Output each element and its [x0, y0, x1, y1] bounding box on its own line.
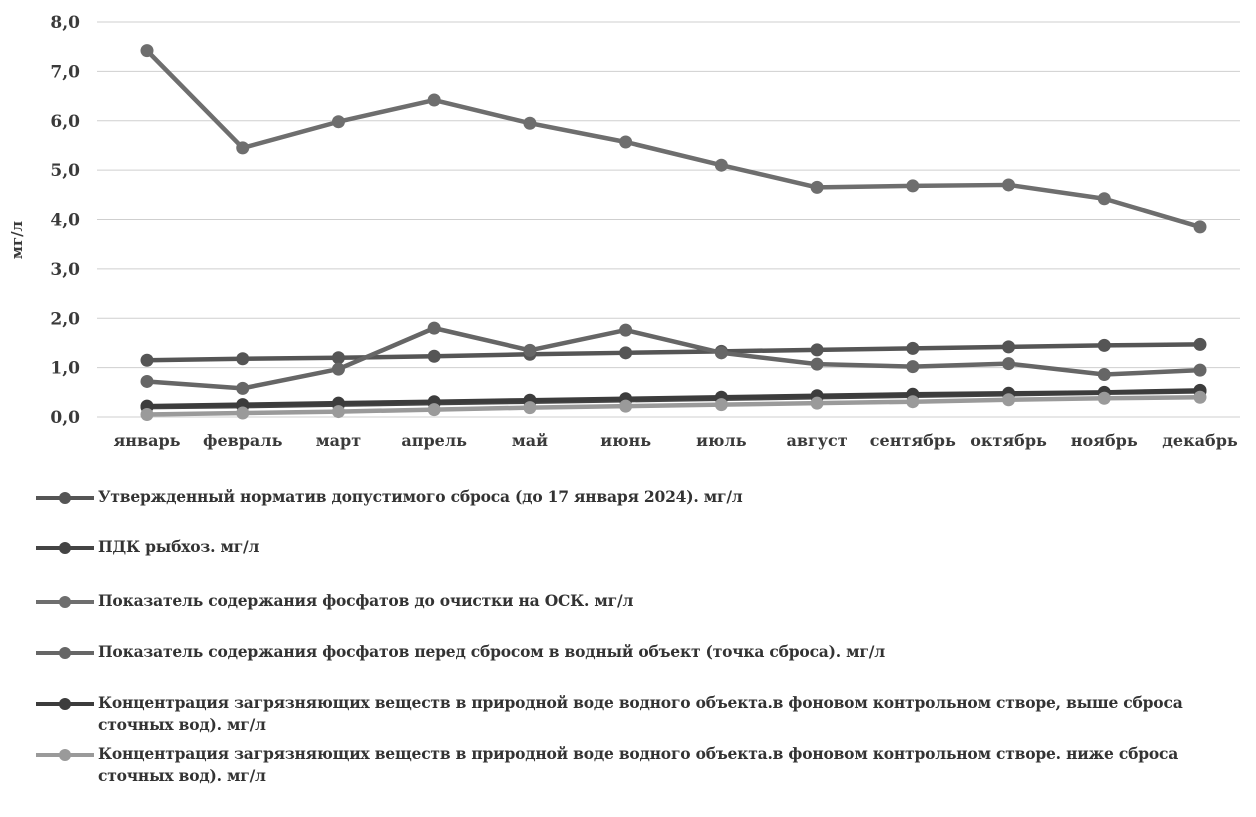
data-point-s3-10	[1097, 368, 1111, 382]
data-point-s5-1	[236, 406, 250, 420]
x-tick-label: октябрь	[970, 431, 1047, 450]
y-tick-label: 1,0	[50, 359, 80, 379]
x-tick-label: май	[512, 431, 548, 450]
y-tick-label: 8,0	[50, 13, 80, 33]
data-point-s2-0	[140, 44, 154, 58]
series-line-5	[144, 395, 1203, 417]
data-point-s2-5	[619, 135, 633, 149]
line-chart: 0,0 1,0 2,0 3,0 4,0 5,0 6,0 7,0 8,0 мг/л январь фев…	[8, 13, 1240, 450]
series-line-0	[144, 342, 1203, 363]
data-point-s3-4	[523, 343, 537, 357]
legend-item: Показатель содержания фосфатов перед сбр…	[32, 641, 1252, 665]
data-point-s2-10	[1097, 192, 1111, 206]
data-point-s5-6	[714, 398, 728, 412]
data-point-s0-7	[810, 343, 824, 357]
data-point-s0-5	[619, 346, 633, 360]
data-point-s2-4	[523, 116, 537, 130]
legend-item: Утвержденный норматив допустимого сброса…	[32, 486, 1252, 510]
x-tick-label: февраль	[203, 431, 283, 450]
legend-swatch-marker	[59, 647, 71, 659]
data-point-s3-3	[427, 321, 441, 335]
data-point-s5-9	[1002, 393, 1016, 407]
data-point-s0-2	[331, 351, 345, 365]
legend-swatch-marker	[59, 698, 71, 710]
data-point-s2-8	[906, 179, 920, 193]
y-tick-label: 5,0	[50, 161, 80, 181]
data-point-s3-8	[906, 360, 920, 374]
x-tick-label: декабрь	[1162, 431, 1238, 450]
data-point-s3-1	[236, 381, 250, 395]
data-point-s2-9	[1002, 178, 1016, 192]
legend-swatch	[36, 492, 94, 504]
series-line-2	[144, 48, 1203, 230]
legend-item: Показатель содержания фосфатов до очистк…	[32, 590, 1252, 614]
y-tick-label: 3,0	[50, 260, 80, 280]
data-point-s0-3	[427, 349, 441, 363]
data-point-s0-10	[1097, 338, 1111, 352]
legend-swatch-marker	[59, 596, 71, 608]
legend-label: Показатель содержания фосфатов до очистк…	[98, 591, 634, 610]
legend-label: Показатель содержания фосфатов перед сбр…	[98, 642, 885, 661]
x-tick-label: июнь	[600, 431, 651, 450]
y-tick-label: 2,0	[50, 309, 80, 329]
legend-swatch-marker	[59, 749, 71, 761]
data-point-s3-11	[1193, 363, 1207, 377]
data-point-s3-6	[714, 346, 728, 360]
legend-swatch-marker	[59, 542, 71, 554]
legend-label: Концентрация загрязняющих веществ в прир…	[98, 693, 1183, 734]
y-tick-label: 0,0	[50, 408, 80, 428]
data-point-s2-11	[1193, 220, 1207, 234]
data-point-s3-9	[1002, 357, 1016, 371]
series-line-4	[144, 388, 1203, 409]
x-tick-label: март	[316, 431, 361, 450]
data-point-s3-7	[810, 357, 824, 371]
data-point-s3-5	[619, 323, 633, 337]
data-point-s5-5	[619, 399, 633, 413]
data-point-s2-1	[236, 141, 250, 155]
data-point-s0-0	[140, 353, 154, 367]
x-tick-label: июль	[696, 431, 747, 450]
x-tick-label: январь	[113, 431, 180, 450]
data-point-s0-1	[236, 352, 250, 366]
x-tick-label: ноябрь	[1071, 431, 1138, 450]
data-point-s0-11	[1193, 337, 1207, 351]
legend-swatch	[36, 749, 94, 761]
legend-swatch	[36, 596, 94, 608]
data-point-s2-2	[331, 115, 345, 129]
legend-swatch-marker	[59, 492, 71, 504]
data-point-s5-11	[1193, 390, 1207, 404]
y-tick-label: 6,0	[50, 112, 80, 132]
data-point-s0-9	[1002, 340, 1016, 354]
legend-swatch	[36, 698, 94, 710]
legend-item: Концентрация загрязняющих веществ в прир…	[32, 692, 1252, 736]
data-point-s5-8	[906, 395, 920, 409]
legend-swatch	[36, 647, 94, 659]
data-point-s0-8	[906, 341, 920, 355]
legend-label: ПДК рыбхоз. мг/л	[98, 537, 260, 556]
data-point-s5-2	[331, 405, 345, 419]
y-tick-label: 4,0	[50, 211, 80, 231]
data-point-s5-10	[1097, 391, 1111, 405]
x-tick-label: апрель	[401, 431, 467, 450]
legend-swatch	[36, 542, 94, 554]
data-point-s5-0	[140, 408, 154, 422]
legend-label: Утвержденный норматив допустимого сброса…	[98, 487, 743, 506]
data-point-s5-4	[523, 401, 537, 415]
data-point-s2-7	[810, 180, 824, 194]
data-point-s5-3	[427, 403, 441, 417]
y-axis-title: мг/л	[8, 220, 26, 259]
data-point-s3-2	[331, 362, 345, 376]
legend-item: Концентрация загрязняющих веществ в прир…	[32, 743, 1252, 787]
x-tick-label: август	[786, 431, 847, 450]
data-point-s5-7	[810, 396, 824, 410]
series-line-3	[144, 325, 1203, 391]
legend-label: Концентрация загрязняющих веществ в прир…	[98, 744, 1179, 785]
data-point-s3-0	[140, 374, 154, 388]
data-point-s2-6	[714, 158, 728, 172]
x-tick-label: сентябрь	[870, 431, 956, 450]
legend-item: ПДК рыбхоз. мг/л	[32, 536, 1252, 560]
data-point-s2-3	[427, 93, 441, 107]
y-tick-label: 7,0	[50, 62, 80, 82]
